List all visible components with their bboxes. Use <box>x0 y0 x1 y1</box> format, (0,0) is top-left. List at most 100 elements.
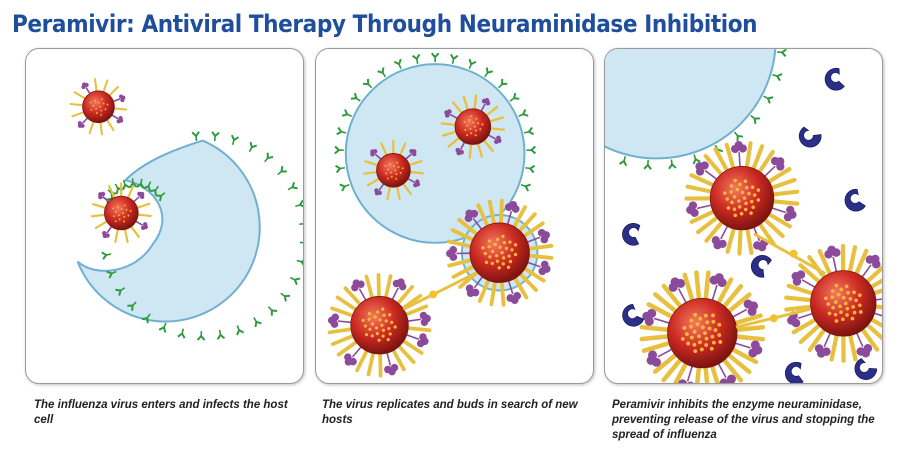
hemagglutinin-spike <box>69 102 85 107</box>
receptor-icon <box>277 166 287 176</box>
hemagglutinin-spike <box>646 302 677 321</box>
hemagglutinin-spike <box>694 270 702 304</box>
rna-dot <box>501 262 505 266</box>
hemagglutinin-spike <box>395 342 416 365</box>
rna-dot <box>490 249 495 254</box>
rna-dot <box>737 205 742 209</box>
receptor-icon <box>287 181 298 191</box>
rna-dot <box>717 333 722 338</box>
neuraminidase-head <box>753 345 763 355</box>
rna-dot <box>839 310 843 315</box>
neuraminidase-head <box>776 157 785 166</box>
rna-dot <box>385 172 387 175</box>
receptor-icon <box>411 53 421 64</box>
rna-dot <box>680 336 685 341</box>
rna-dot <box>729 184 734 188</box>
rna-dot <box>377 338 381 342</box>
rna-dot <box>378 318 382 322</box>
rna-dot <box>100 109 103 112</box>
neuraminidase-head <box>788 210 797 219</box>
receptor-icon <box>525 164 536 174</box>
hemagglutinin-spike <box>105 118 115 132</box>
rna-dot <box>392 165 395 168</box>
rna-dot <box>381 307 385 311</box>
hemagglutinin-spike <box>525 253 554 260</box>
receptor-icon <box>101 251 112 260</box>
neuraminidase-head <box>870 254 880 264</box>
neuraminidase-head <box>352 279 361 287</box>
receptor-icon <box>526 145 537 155</box>
hemagglutinin-spike <box>724 351 752 375</box>
trapped-virus <box>784 243 882 363</box>
hemagglutinin-spike <box>869 288 882 297</box>
neuraminidase-head <box>713 241 722 250</box>
rna-dot <box>487 245 491 249</box>
hemagglutinin-spike <box>498 198 504 228</box>
rna-dot <box>737 199 741 203</box>
virus-particle <box>82 90 115 124</box>
hemagglutinin-spike <box>756 149 775 176</box>
hemagglutinin-spike <box>71 110 86 118</box>
rna-dot <box>693 349 698 354</box>
rna-dot <box>99 105 102 108</box>
hemagglutinin-spike <box>477 276 492 303</box>
hemagglutinin-spike <box>102 79 109 94</box>
hemagglutinin-spike <box>482 138 494 153</box>
rna-dot <box>375 331 379 336</box>
peramivir-molecule-icon <box>750 254 772 278</box>
hemagglutinin-spike <box>446 239 475 249</box>
hemagglutinin-spike <box>520 221 545 240</box>
neuraminidase-head <box>143 224 148 230</box>
hemagglutinin-spike <box>107 85 119 98</box>
rna-dot <box>852 290 856 295</box>
rna-dot <box>689 324 693 329</box>
receptor-icon <box>290 276 301 286</box>
hemagglutinin-spike <box>407 159 423 167</box>
receptor-icon <box>336 126 347 136</box>
rna-dot <box>125 208 128 211</box>
rna-dot <box>384 319 388 323</box>
receptor-icon <box>750 114 760 124</box>
hemagglutinin-spike <box>784 304 816 312</box>
hemagglutinin-spike <box>731 325 766 333</box>
rna-dot <box>396 161 398 164</box>
receptor-icon <box>248 141 258 153</box>
hemagglutinin-spike <box>94 219 109 230</box>
hemagglutinin-spike <box>847 330 858 362</box>
receptor-icon <box>196 331 206 341</box>
neuraminidase-head <box>542 231 551 239</box>
rna-dot <box>697 340 702 345</box>
blocked-node <box>789 249 798 258</box>
rna-dot <box>500 251 504 255</box>
hemagglutinin-spike <box>863 265 882 286</box>
rna-dot <box>361 318 365 322</box>
hemagglutinin-spike <box>468 141 473 159</box>
receptor-icon <box>619 156 628 167</box>
rna-dot <box>397 166 400 168</box>
receptor-icon <box>362 78 373 89</box>
rna-dot <box>684 332 689 336</box>
hemagglutinin-spike <box>364 274 375 302</box>
hemagglutinin-spike <box>724 292 752 316</box>
rna-dot <box>494 253 499 258</box>
virus-particle <box>454 108 492 145</box>
replicating-virus <box>440 94 506 159</box>
rna-dot <box>729 190 733 194</box>
rna-dot <box>844 284 849 289</box>
panel-peramivir-inhibition <box>604 48 883 384</box>
rna-dot <box>833 312 838 317</box>
receptor-icon <box>668 159 677 170</box>
rna-dot <box>508 240 512 244</box>
hemagglutinin-spike <box>111 107 128 111</box>
neuraminidase-head <box>714 273 724 283</box>
peramivir-inhibition-illustration <box>605 49 882 383</box>
rna-dot <box>101 98 103 101</box>
rna-dot <box>711 319 716 324</box>
neuraminidase-head <box>139 191 145 197</box>
neuraminidase-head <box>77 123 83 128</box>
receptor-icon <box>733 131 744 142</box>
rna-dot <box>693 312 698 317</box>
neuraminidase-head <box>456 150 462 156</box>
rna-dot <box>469 127 472 130</box>
rna-dot <box>470 132 473 135</box>
